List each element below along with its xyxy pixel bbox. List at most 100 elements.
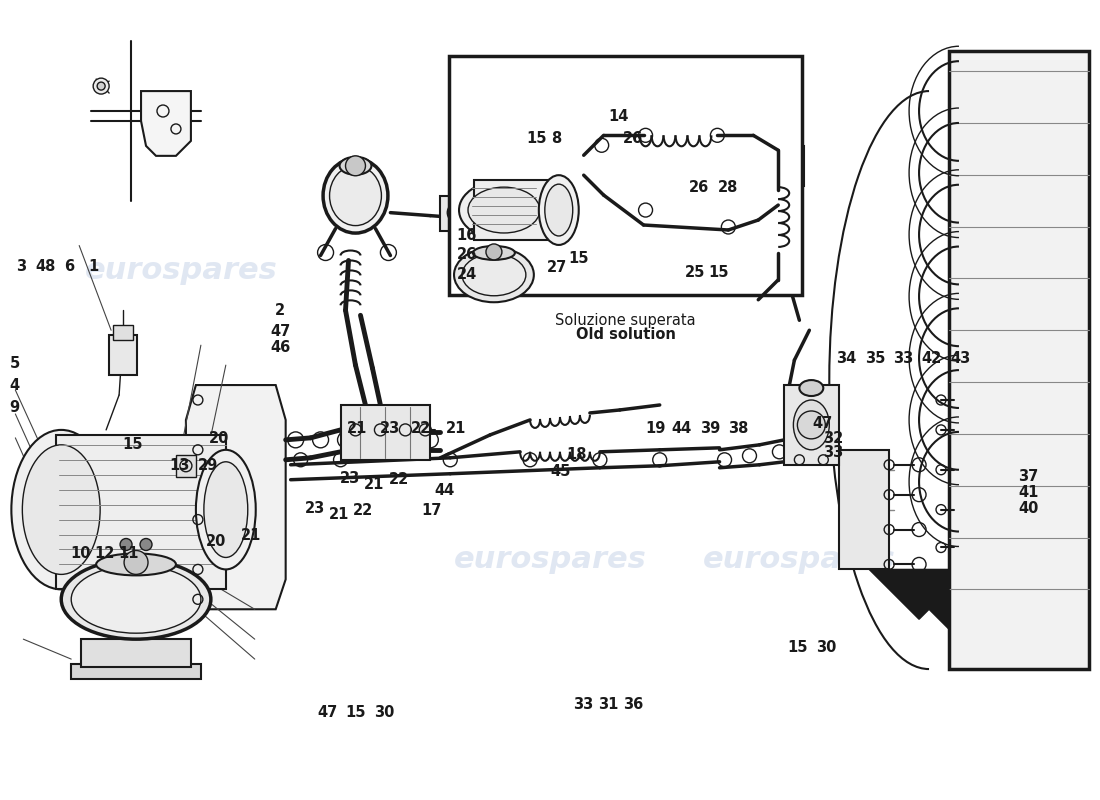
Ellipse shape — [22, 445, 100, 574]
Text: 15: 15 — [345, 705, 366, 720]
Circle shape — [345, 156, 365, 176]
Text: 45: 45 — [551, 464, 571, 479]
Bar — [56, 435, 226, 590]
Text: 37: 37 — [1019, 469, 1038, 484]
Bar — [440, 196, 475, 230]
Bar — [72, 664, 201, 679]
Text: 21: 21 — [329, 507, 350, 522]
Ellipse shape — [459, 180, 549, 240]
Text: 10: 10 — [70, 546, 90, 561]
Ellipse shape — [468, 187, 540, 233]
Text: 27: 27 — [547, 260, 567, 275]
Text: 35: 35 — [865, 351, 886, 366]
Text: 12: 12 — [95, 546, 114, 561]
Text: 4: 4 — [10, 378, 20, 393]
Text: 33: 33 — [893, 351, 913, 366]
Text: 14: 14 — [608, 109, 628, 124]
Text: 43: 43 — [950, 351, 970, 366]
Text: 44: 44 — [671, 421, 692, 436]
Text: 39: 39 — [700, 421, 720, 436]
Text: Old solution: Old solution — [575, 326, 675, 342]
Ellipse shape — [462, 254, 526, 296]
Ellipse shape — [539, 175, 579, 245]
Text: 3: 3 — [16, 258, 26, 274]
Ellipse shape — [62, 559, 211, 639]
Circle shape — [124, 550, 148, 574]
Text: 33: 33 — [573, 697, 593, 712]
Text: eurospares: eurospares — [703, 545, 895, 574]
Text: 29: 29 — [198, 458, 218, 473]
Text: 20: 20 — [209, 430, 229, 446]
Text: 15: 15 — [527, 131, 547, 146]
Text: 31: 31 — [598, 697, 618, 712]
Ellipse shape — [96, 554, 176, 575]
Circle shape — [97, 82, 106, 90]
Bar — [784, 385, 839, 465]
Bar — [109, 335, 138, 375]
Text: 40: 40 — [1019, 501, 1038, 516]
Text: 22: 22 — [353, 502, 374, 518]
Circle shape — [120, 538, 132, 550]
Text: 21: 21 — [241, 528, 262, 543]
Circle shape — [94, 78, 109, 94]
Circle shape — [486, 244, 502, 260]
Text: 41: 41 — [1019, 485, 1038, 500]
Text: 42: 42 — [922, 351, 942, 366]
Text: 24: 24 — [456, 266, 476, 282]
Text: 23: 23 — [379, 421, 400, 436]
Text: 23: 23 — [305, 501, 326, 516]
Text: 21: 21 — [346, 421, 367, 436]
Text: 48: 48 — [35, 258, 55, 274]
Text: eurospares: eurospares — [453, 545, 647, 574]
Text: 1: 1 — [88, 258, 99, 274]
Bar — [949, 51, 1089, 669]
Text: 6: 6 — [65, 258, 75, 274]
Polygon shape — [186, 385, 286, 610]
Ellipse shape — [473, 246, 515, 260]
Text: 30: 30 — [374, 705, 395, 720]
Text: 38: 38 — [728, 421, 749, 436]
Bar — [113, 326, 133, 340]
Text: 33: 33 — [823, 445, 844, 460]
Text: 21: 21 — [364, 477, 385, 492]
Ellipse shape — [11, 430, 111, 590]
Bar — [759, 146, 804, 186]
Circle shape — [798, 411, 825, 439]
Text: 17: 17 — [421, 502, 442, 518]
Text: 5: 5 — [10, 356, 20, 371]
Text: 22: 22 — [410, 421, 431, 436]
Text: 15: 15 — [788, 640, 808, 654]
Polygon shape — [141, 91, 191, 156]
Text: eurospares: eurospares — [85, 256, 277, 285]
Bar — [449, 56, 802, 294]
Ellipse shape — [196, 450, 255, 570]
Text: 15: 15 — [708, 265, 729, 280]
Text: Soluzione superata: Soluzione superata — [556, 313, 696, 328]
Text: 47: 47 — [812, 417, 833, 431]
Text: eurospares: eurospares — [453, 256, 647, 285]
Ellipse shape — [323, 158, 388, 233]
Bar — [81, 639, 191, 667]
Text: 2: 2 — [275, 303, 285, 318]
Text: 9: 9 — [10, 401, 20, 415]
Text: 13: 13 — [169, 458, 189, 473]
Text: 28: 28 — [717, 181, 738, 195]
Text: 15: 15 — [123, 437, 143, 452]
Bar — [474, 180, 559, 240]
Bar — [491, 190, 530, 221]
Bar — [176, 455, 196, 477]
Ellipse shape — [204, 462, 248, 558]
Circle shape — [452, 208, 462, 218]
Text: 34: 34 — [836, 351, 857, 366]
Polygon shape — [869, 570, 949, 630]
Text: 26: 26 — [624, 131, 644, 146]
Text: eurospares: eurospares — [85, 545, 277, 574]
Text: 21: 21 — [446, 421, 465, 436]
Ellipse shape — [544, 184, 573, 236]
Text: 26: 26 — [689, 181, 710, 195]
Text: 25: 25 — [684, 265, 705, 280]
Text: 8: 8 — [551, 131, 562, 146]
Text: 30: 30 — [816, 640, 837, 654]
Ellipse shape — [330, 166, 382, 226]
Text: 26: 26 — [456, 247, 476, 262]
